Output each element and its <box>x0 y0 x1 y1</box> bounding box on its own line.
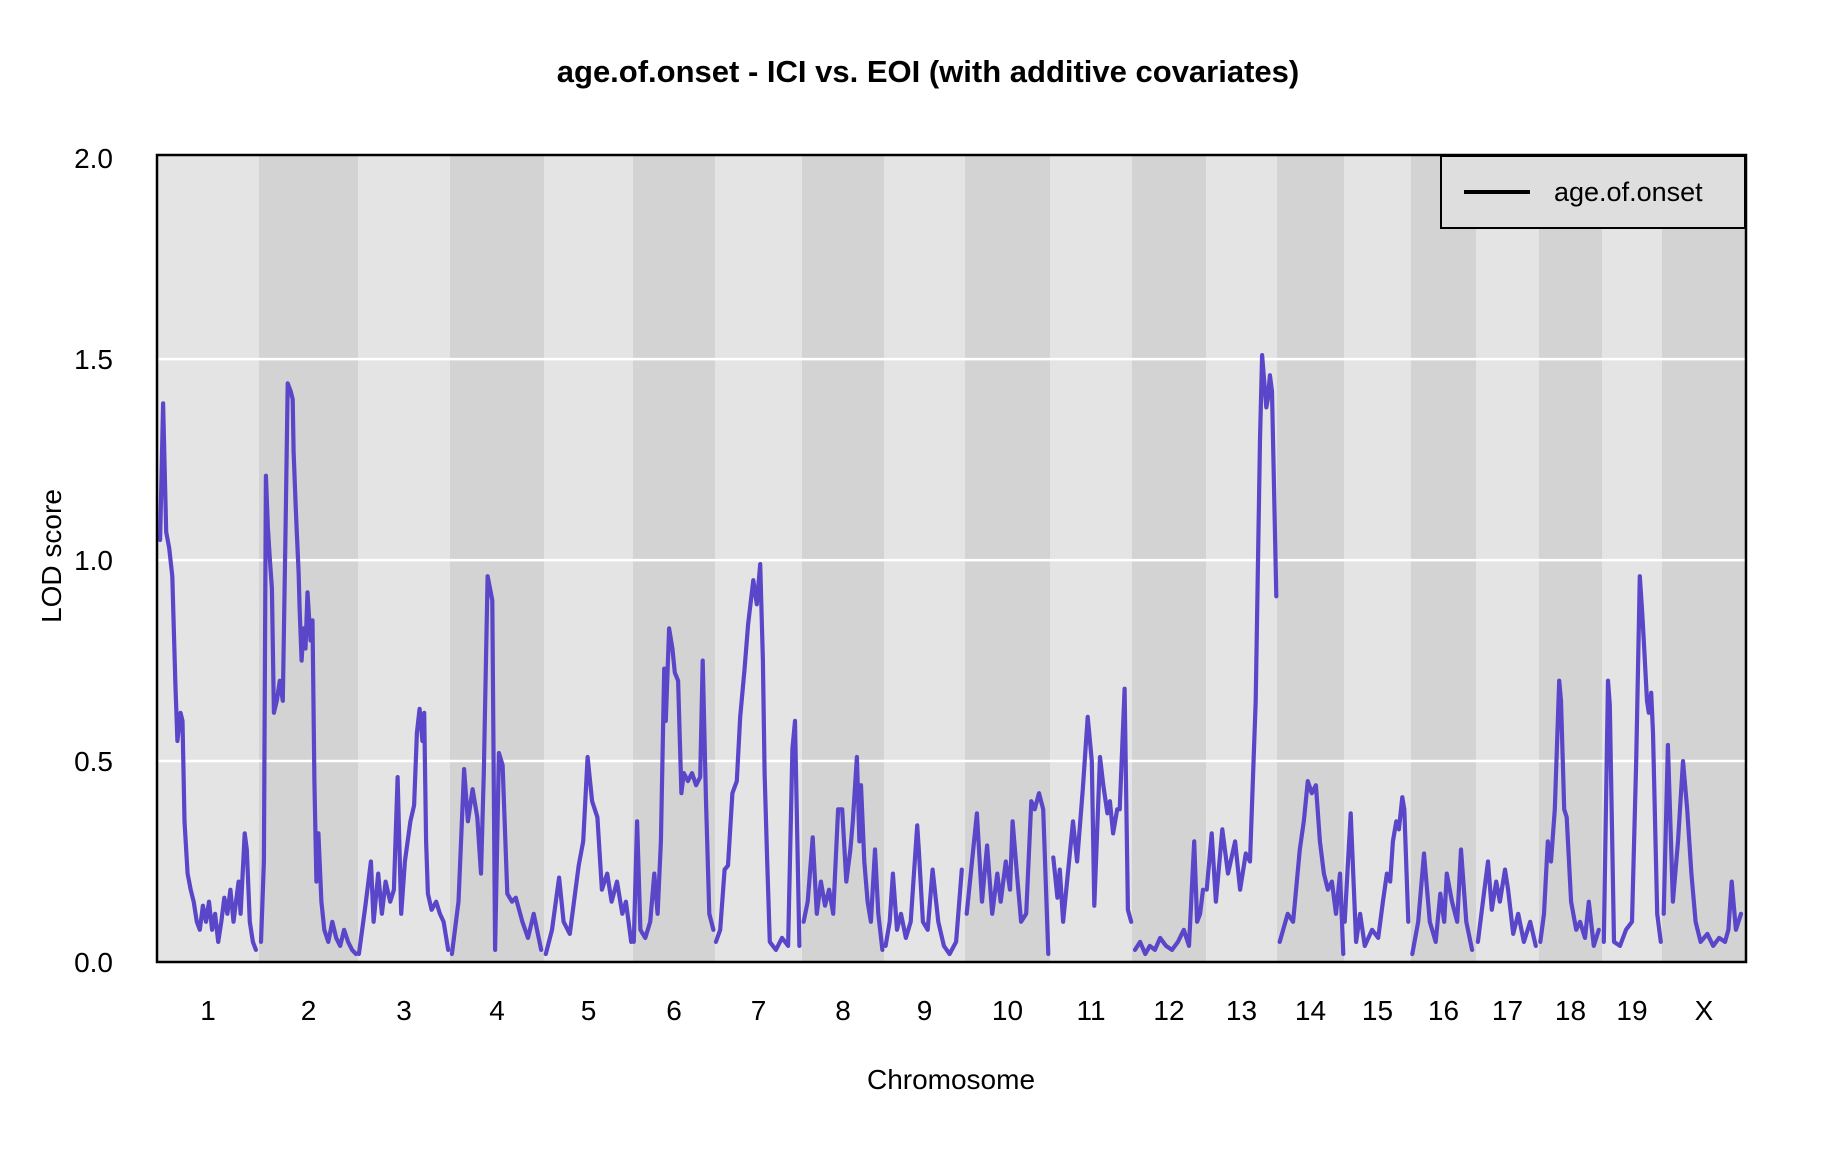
chromosome-band-1 <box>157 155 259 962</box>
chromosome-band-15 <box>1344 155 1411 962</box>
chromosome-band-12 <box>1132 155 1206 962</box>
lod-curve-chr-11 <box>1051 686 1134 924</box>
x-tick-label-1: 1 <box>200 995 216 1026</box>
x-tick-label-2: 2 <box>301 995 317 1026</box>
y-tick-label-2.0: 2.0 <box>74 143 113 174</box>
legend-series-label: age.of.onset <box>1554 176 1703 207</box>
chromosome-band-13 <box>1206 155 1277 962</box>
x-tick-label-17: 17 <box>1492 995 1523 1026</box>
lod-curve-chr-1 <box>158 401 258 953</box>
chromosome-band-6 <box>633 155 715 962</box>
page-title: age.of.onset - ICI vs. EOI (with additiv… <box>556 54 1300 89</box>
x-tick-label-12: 12 <box>1153 995 1184 1026</box>
lod-curve-chr-4 <box>449 574 544 957</box>
chromosome-band-16 <box>1411 155 1476 962</box>
x-tick-label-19: 19 <box>1616 995 1647 1026</box>
legend-box: age.of.onset <box>1440 155 1746 229</box>
legend-line-sample <box>1464 190 1530 194</box>
x-axis-label: Chromosome <box>866 1064 1036 1095</box>
chromosome-band-11 <box>1050 155 1132 962</box>
lod-curve-chr-14 <box>1277 778 1346 957</box>
plot-border <box>155 153 1748 964</box>
lod-curve-chr-2 <box>258 381 359 957</box>
x-tick-label-14: 14 <box>1295 995 1326 1026</box>
x-tick-label-6: 6 <box>666 995 682 1026</box>
lod-curve-chr-6 <box>631 626 716 945</box>
lod-curve-chr-X <box>1661 742 1744 949</box>
lod-curve-chr-7 <box>713 561 802 953</box>
chromosome-band-2 <box>259 155 358 962</box>
x-tick-label-15: 15 <box>1362 995 1393 1026</box>
lod-curve-chr-8 <box>801 754 885 953</box>
x-tick-label-5: 5 <box>581 995 597 1026</box>
x-tick-label-3: 3 <box>396 995 412 1026</box>
lod-curve-chr-19 <box>1601 574 1663 949</box>
y-tick-label-1.5: 1.5 <box>74 344 113 375</box>
x-tick-label-9: 9 <box>917 995 933 1026</box>
x-tick-label-16: 16 <box>1428 995 1459 1026</box>
lod-curve-chr-15 <box>1342 795 1411 949</box>
lod-curve-chr-17 <box>1475 859 1538 949</box>
y-tick-label-0.5: 0.5 <box>74 746 113 777</box>
x-tick-label-8: 8 <box>835 995 851 1026</box>
chromosome-band-3 <box>358 155 450 962</box>
chromosome-band-5 <box>544 155 633 962</box>
lod-curve-chr-5 <box>543 754 634 957</box>
y-tick-label-0.0: 0.0 <box>74 947 113 978</box>
chromosome-band-17 <box>1476 155 1539 962</box>
lod-curve-chr-13 <box>1204 353 1279 904</box>
chromosome-band-X <box>1662 155 1746 962</box>
x-tick-label-10: 10 <box>992 995 1023 1026</box>
x-tick-label-18: 18 <box>1555 995 1586 1026</box>
x-tick-label-X: X <box>1695 995 1714 1026</box>
lod-curve-chr-16 <box>1410 847 1475 957</box>
chromosome-band-14 <box>1277 155 1344 962</box>
lod-curve-chr-3 <box>356 706 451 957</box>
lod-curve-chr-9 <box>883 823 964 957</box>
lod-curve-chr-12 <box>1132 839 1206 957</box>
x-tick-label-7: 7 <box>751 995 767 1026</box>
chromosome-band-18 <box>1539 155 1602 962</box>
lod-curve-chr-18 <box>1538 678 1601 949</box>
x-tick-label-13: 13 <box>1226 995 1257 1026</box>
y-axis-label: LOD score <box>36 489 67 623</box>
x-tick-label-11: 11 <box>1076 995 1105 1026</box>
x-tick-label-4: 4 <box>489 995 505 1026</box>
y-tick-label-1.0: 1.0 <box>74 545 113 576</box>
lod-curve-chr-10 <box>964 791 1051 957</box>
chromosome-band-9 <box>884 155 965 962</box>
